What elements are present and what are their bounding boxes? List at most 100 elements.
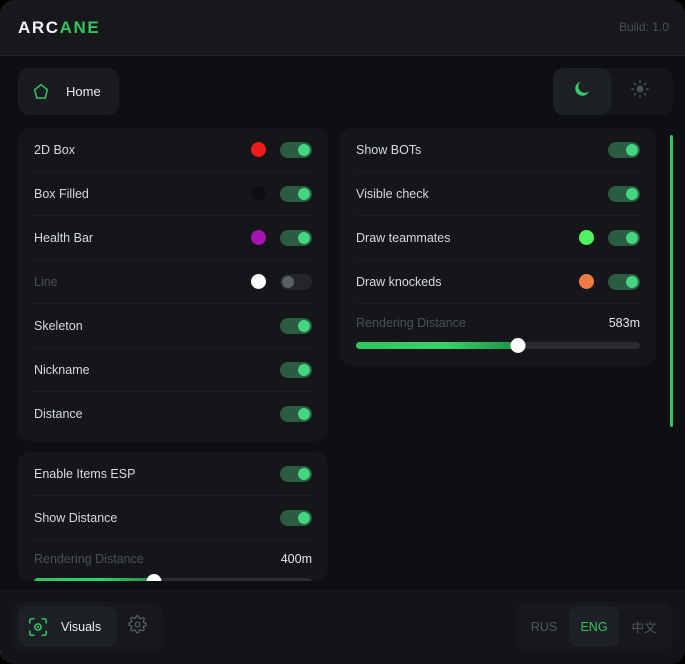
slider-thumb[interactable] [146,574,162,581]
logo-text-accent: ANE [59,18,101,37]
slider-track[interactable] [34,574,312,581]
row-toggle[interactable] [280,361,312,378]
table-row[interactable]: Visible check [356,172,640,216]
row-label: Line [34,274,58,289]
row-toggle[interactable] [608,141,640,158]
lang-button-zh[interactable]: 中文 [631,621,657,635]
scan-eye-icon [26,615,50,639]
color-swatch[interactable] [579,230,594,245]
table-row[interactable]: Box Filled [34,172,312,216]
slider-label: Rendering Distance [356,316,466,330]
row-toggle[interactable] [280,141,312,158]
toggle-knob [298,231,310,244]
tab-home-label: Home [66,84,101,99]
nav-group: Visuals [12,602,164,651]
row-toggle[interactable] [608,185,640,202]
tab-home[interactable]: Home [18,68,119,115]
row-label: Enable Items ESP [34,466,136,481]
bottom-bar: Visuals RUS ENG 中文 [0,590,685,664]
row-label: Visible check [356,186,429,201]
row-label: Draw knockeds [356,274,442,289]
toggle-knob [298,408,310,420]
toggle-knob [298,363,310,376]
gear-icon [127,614,147,639]
moon-icon [572,79,592,104]
row-toggle[interactable] [280,273,312,290]
toggle-knob [282,275,294,288]
table-row[interactable]: Show BOTs [356,128,640,172]
slider-fill [356,342,518,349]
table-row[interactable]: Draw knockeds [356,260,640,304]
row-toggle[interactable] [280,406,312,422]
app-header: ARCANE Build: 1.0 [0,0,685,56]
color-swatch[interactable] [579,274,594,289]
row-label: Box Filled [34,186,89,201]
toggle-knob [298,511,310,524]
table-row[interactable]: Line [34,260,312,304]
items-esp-card: Enable Items ESP Show Distance Rendering… [18,452,328,581]
slider-value: 400m [280,552,312,566]
color-swatch[interactable] [251,274,266,289]
slider-track[interactable] [356,338,640,353]
slider-header: Rendering Distance 583m [356,316,640,330]
row-toggle[interactable] [280,185,312,202]
table-row[interactable]: Draw teammates [356,216,640,260]
row-label: Skeleton [34,318,83,333]
players-esp-card: Show BOTs Visible check Draw teammates D… [340,128,656,366]
sun-icon [630,79,650,104]
theme-light-button[interactable] [611,68,669,115]
toggle-knob [298,319,310,332]
color-swatch[interactable] [251,142,266,157]
theme-switcher [553,68,673,115]
color-swatch[interactable] [251,230,266,245]
lang-button-rus[interactable]: RUS [530,619,558,634]
table-row[interactable]: 2D Box [34,128,312,172]
slider-thumb[interactable] [510,338,526,353]
slider-value: 583m [608,316,640,330]
pentagon-home-icon [28,79,54,105]
build-version-label: Build: 1.0 [618,20,669,34]
theme-dark-button[interactable] [553,68,611,115]
toggle-knob [298,187,310,200]
row-toggle[interactable] [280,509,312,526]
row-toggle[interactable] [280,229,312,246]
toggle-knob [626,275,638,288]
items-rendering-distance-slider[interactable]: Rendering Distance 400m [34,540,312,581]
nav-item-visuals[interactable]: Visuals [18,606,118,647]
toggle-knob [298,467,310,480]
row-label: Health Bar [34,230,94,245]
logo-text-primary: ARC [18,18,60,37]
row-toggle[interactable] [608,229,640,246]
toggle-knob [626,187,638,200]
slider-label: Rendering Distance [34,552,144,566]
row-label: Distance [34,407,83,421]
lang-button-eng[interactable]: ENG [569,606,619,647]
nav-item-settings[interactable] [117,606,157,647]
players-rendering-distance-slider[interactable]: Rendering Distance 583m [356,304,640,353]
nav-item-visuals-label: Visuals [61,619,102,634]
toggle-knob [298,143,310,156]
table-row[interactable]: Nickname [34,348,312,392]
table-row[interactable]: Show Distance [34,496,312,540]
slider-fill [34,578,154,581]
row-label: Show BOTs [356,142,422,157]
row-label: 2D Box [34,142,75,157]
row-toggle[interactable] [608,273,640,290]
slider-header: Rendering Distance 400m [34,552,312,566]
toggle-knob [626,231,638,244]
language-switcher: RUS ENG 中文 [515,602,673,651]
esp-settings-card: 2D Box Box Filled Health Bar Line Skelet… [18,128,328,441]
table-row[interactable]: Skeleton [34,304,312,348]
table-row[interactable]: Enable Items ESP [34,452,312,496]
toggle-knob [626,143,638,156]
row-toggle[interactable] [280,317,312,334]
row-label: Show Distance [34,510,118,525]
vertical-scrollbar[interactable] [670,135,673,427]
row-label: Nickname [34,362,90,377]
app-logo: ARCANE [18,18,100,38]
row-toggle[interactable] [280,465,312,482]
color-swatch[interactable] [251,186,266,201]
table-row[interactable]: Health Bar [34,216,312,260]
table-row[interactable]: Distance [34,392,312,436]
